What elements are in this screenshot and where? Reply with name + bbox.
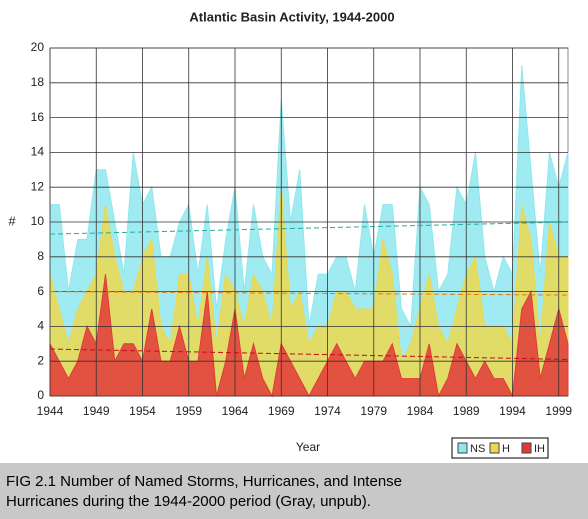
legend-swatch xyxy=(457,442,468,454)
y-tick-label: 4 xyxy=(37,319,44,333)
y-tick-label: 0 xyxy=(37,388,44,402)
y-tick-label: 6 xyxy=(37,284,44,298)
x-tick-label: 1999 xyxy=(545,404,572,418)
y-tick-label: 14 xyxy=(31,145,45,159)
legend-label: IH xyxy=(534,443,545,455)
trend-line xyxy=(49,291,569,296)
x-tick-label: 1969 xyxy=(268,404,295,418)
x-tick-label: 1989 xyxy=(453,404,480,418)
y-tick-label: 2 xyxy=(37,353,44,367)
caption-box xyxy=(0,463,588,519)
x-tick-label: 1994 xyxy=(499,404,526,418)
legend-label: NS xyxy=(470,443,485,455)
legend-swatch xyxy=(489,442,500,454)
caption-line: Hurricanes during the 1944-2000 period (… xyxy=(6,493,371,510)
legend-label: H xyxy=(502,443,510,455)
y-tick-label: 18 xyxy=(31,75,45,89)
legend-swatch xyxy=(521,442,532,454)
area xyxy=(49,274,569,398)
y-tick-label: 16 xyxy=(31,110,45,124)
x-tick-label: 1959 xyxy=(175,404,202,418)
y-tick-label: 8 xyxy=(37,249,44,263)
x-tick-label: 1954 xyxy=(129,404,156,418)
caption-line: FIG 2.1 Number of Named Storms, Hurrican… xyxy=(6,473,402,490)
y-tick-label: 20 xyxy=(31,40,45,54)
x-tick-label: 1949 xyxy=(83,404,110,418)
x-tick-label: 1984 xyxy=(407,404,434,418)
x-axis-label: Year xyxy=(296,440,320,454)
x-tick-label: 1964 xyxy=(222,404,249,418)
y-tick-label: 10 xyxy=(31,214,45,228)
trend-line xyxy=(49,348,569,360)
chart-title: Atlantic Basin Activity, 1944-2000 xyxy=(189,9,394,24)
x-tick-label: 1944 xyxy=(37,404,64,418)
trend-line xyxy=(49,221,569,235)
y-axis-label: # xyxy=(8,213,16,228)
x-tick-label: 1979 xyxy=(360,404,387,418)
x-tick-label: 1974 xyxy=(314,404,341,418)
y-tick-label: 12 xyxy=(31,179,45,193)
